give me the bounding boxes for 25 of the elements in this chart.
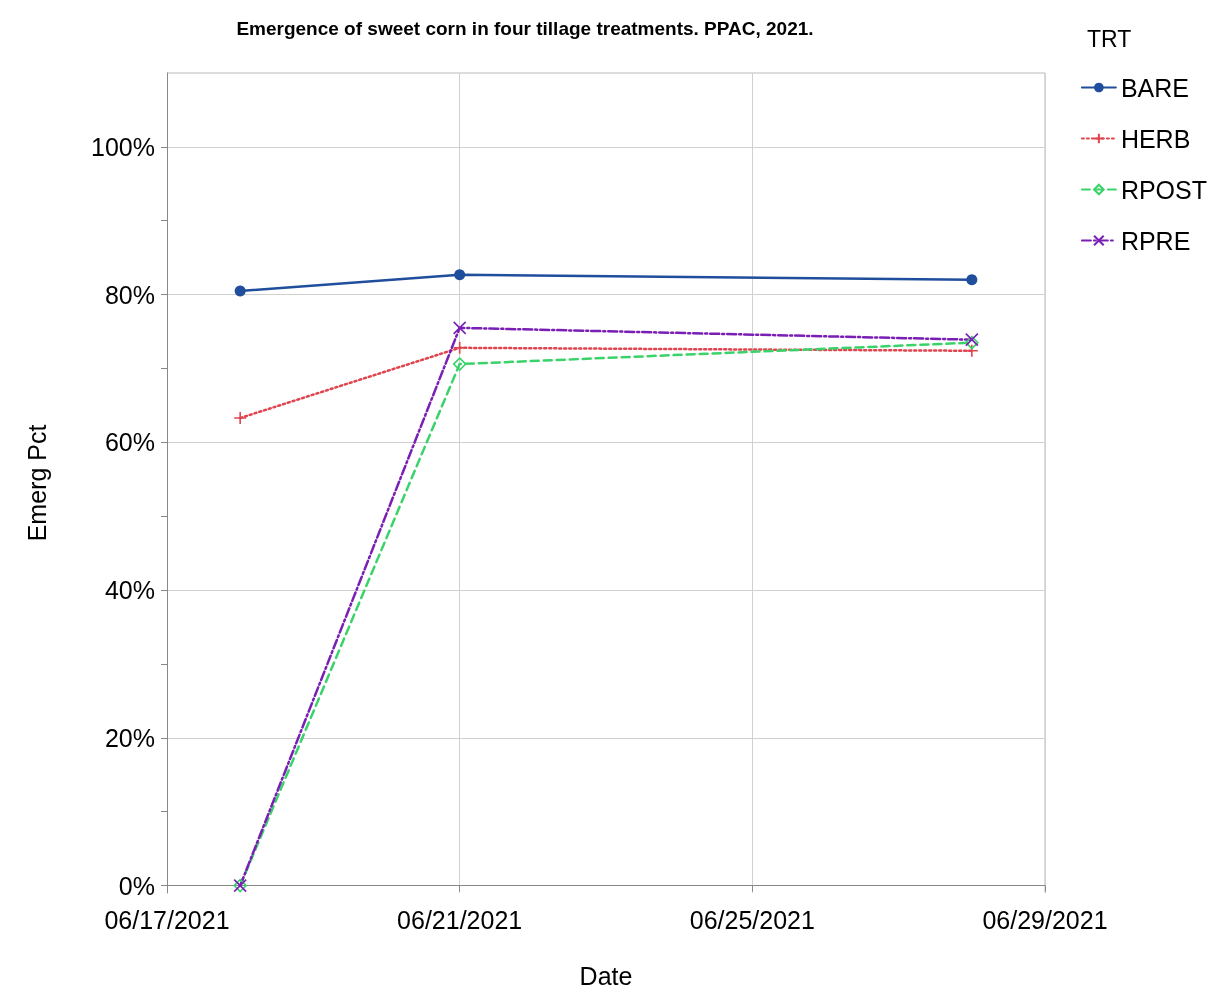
legend-label: HERB xyxy=(1120,124,1191,153)
legend-label: RPOST xyxy=(1120,175,1207,204)
legend-label: RPRE xyxy=(1120,226,1191,255)
y-axis-title: Emerg Pct xyxy=(22,424,51,542)
y-tick-label: 80% xyxy=(104,280,155,309)
x-tick-label: 06/25/2021 xyxy=(689,905,815,934)
point xyxy=(965,343,979,358)
y-tick-label: 100% xyxy=(91,132,155,161)
y-tick-label: 20% xyxy=(104,723,155,752)
point xyxy=(234,285,246,297)
y-tick-label: 60% xyxy=(104,428,155,457)
point xyxy=(966,274,978,286)
point xyxy=(454,269,466,281)
legend-title: TRT xyxy=(1087,25,1132,52)
x-tick-label: 06/17/2021 xyxy=(104,905,230,934)
x-tick-label: 06/21/2021 xyxy=(397,905,523,934)
legend-label: BARE xyxy=(1120,73,1189,102)
point xyxy=(233,411,247,425)
y-tick-label: 40% xyxy=(104,576,155,605)
chart-title: Emergence of sweet corn in four tillage treatments. PPAC, 2021. xyxy=(236,18,814,39)
x-axis-title: Date xyxy=(579,961,633,990)
y-tick-label: 0% xyxy=(118,871,155,900)
point xyxy=(452,321,467,335)
point xyxy=(452,357,467,371)
x-tick-label: 06/29/2021 xyxy=(982,905,1108,934)
